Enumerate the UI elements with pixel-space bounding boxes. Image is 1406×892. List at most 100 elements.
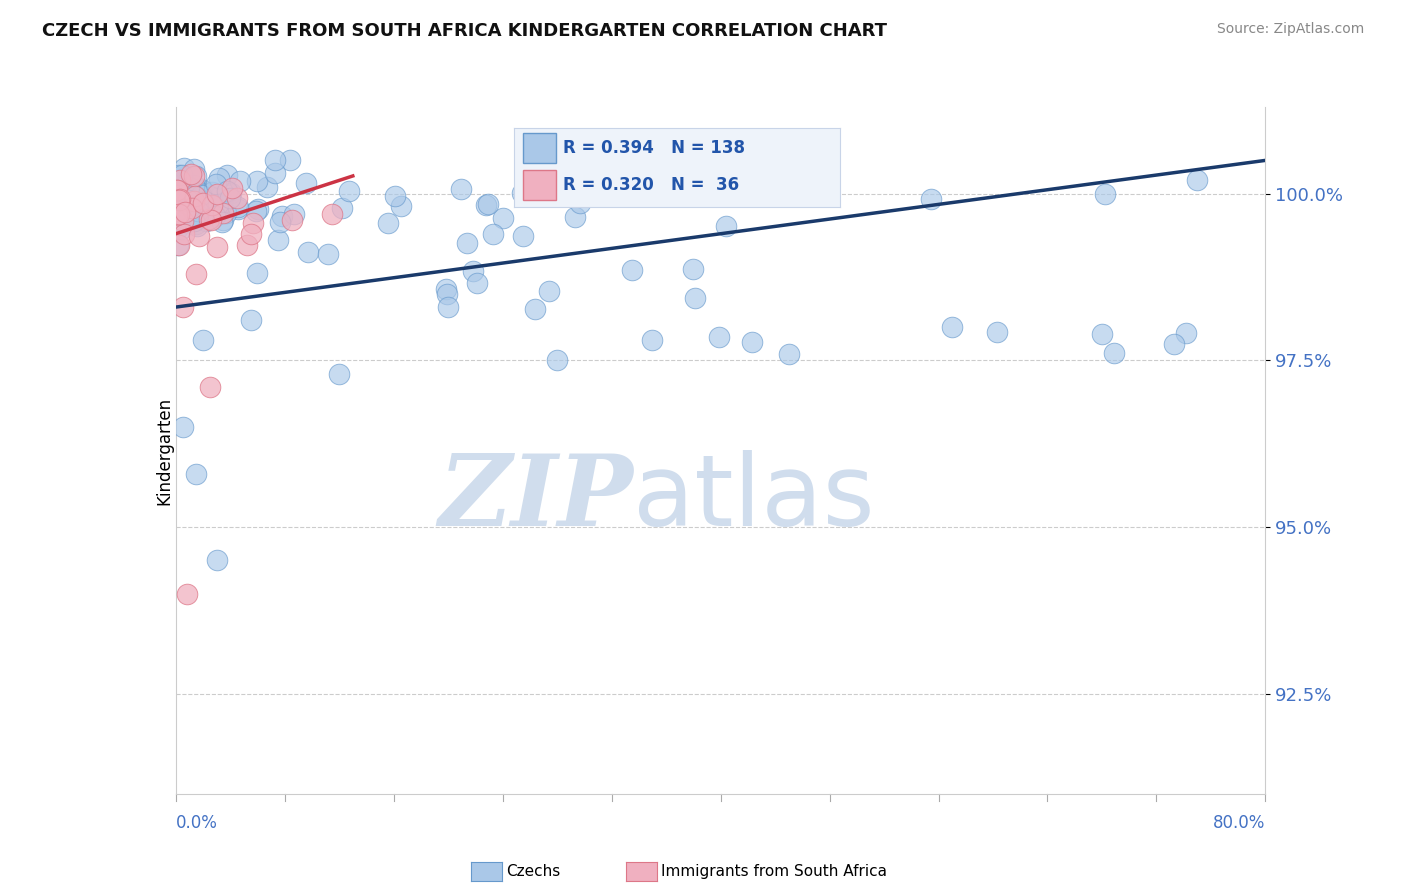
- Point: [190, 197, 212, 211]
- Text: 0.0%: 0.0%: [176, 814, 218, 832]
- Point: [211, 206, 233, 220]
- Text: Czechs: Czechs: [506, 864, 561, 879]
- Point: [523, 301, 546, 316]
- Point: [186, 467, 208, 481]
- Point: [198, 211, 221, 226]
- Point: [183, 213, 205, 227]
- Point: [294, 176, 316, 190]
- Point: [256, 180, 278, 194]
- Point: [316, 247, 339, 261]
- Point: [270, 209, 292, 223]
- Point: [166, 222, 188, 236]
- Point: [166, 204, 188, 219]
- Point: [177, 194, 200, 208]
- Point: [564, 210, 586, 224]
- Point: [1094, 186, 1116, 201]
- Point: [183, 189, 205, 203]
- Point: [187, 187, 209, 202]
- Point: [246, 202, 269, 216]
- Point: [180, 167, 202, 181]
- Point: [169, 192, 191, 206]
- Point: [177, 179, 200, 194]
- Point: [173, 227, 195, 241]
- Point: [1091, 326, 1114, 341]
- Point: [330, 201, 353, 215]
- Point: [492, 211, 515, 225]
- Point: [245, 203, 267, 218]
- Point: [239, 227, 262, 241]
- Point: [641, 334, 664, 348]
- Point: [173, 192, 195, 206]
- Point: [200, 213, 222, 227]
- Point: [450, 182, 472, 196]
- Point: [186, 181, 208, 195]
- Point: [186, 201, 208, 215]
- Point: [172, 202, 194, 217]
- Point: [191, 334, 214, 348]
- Point: [389, 199, 412, 213]
- Point: [177, 202, 200, 217]
- Point: [191, 204, 214, 219]
- Point: [212, 213, 235, 227]
- Point: [201, 186, 224, 200]
- Point: [263, 166, 285, 180]
- Point: [167, 190, 190, 204]
- Point: [221, 180, 243, 194]
- Point: [741, 334, 763, 349]
- Point: [278, 153, 301, 168]
- Point: [186, 217, 208, 231]
- Point: [204, 205, 226, 219]
- Point: [537, 284, 560, 298]
- Point: [173, 199, 195, 213]
- Point: [167, 183, 190, 197]
- Point: [172, 214, 194, 228]
- Point: [167, 168, 190, 182]
- Point: [208, 189, 231, 203]
- Point: [166, 184, 188, 198]
- Point: [170, 222, 193, 236]
- Text: Source: ZipAtlas.com: Source: ZipAtlas.com: [1216, 22, 1364, 37]
- Point: [328, 367, 350, 381]
- Point: [191, 183, 214, 197]
- Point: [1102, 346, 1125, 360]
- Point: [437, 300, 460, 314]
- Point: [166, 208, 188, 222]
- Text: CZECH VS IMMIGRANTS FROM SOUTH AFRICA KINDERGARTEN CORRELATION CHART: CZECH VS IMMIGRANTS FROM SOUTH AFRICA KI…: [42, 22, 887, 40]
- Point: [183, 178, 205, 192]
- Point: [166, 196, 188, 211]
- Point: [481, 227, 503, 241]
- Point: [167, 238, 190, 252]
- Point: [235, 237, 257, 252]
- Point: [180, 186, 202, 200]
- Point: [183, 194, 205, 209]
- Point: [214, 206, 236, 220]
- Point: [169, 193, 191, 207]
- Point: [219, 191, 242, 205]
- Point: [280, 213, 302, 227]
- Point: [465, 276, 488, 290]
- Point: [184, 189, 207, 203]
- Point: [172, 300, 194, 314]
- Point: [920, 192, 942, 206]
- Point: [546, 353, 568, 368]
- Point: [208, 170, 231, 185]
- Point: [434, 282, 457, 296]
- Point: [205, 240, 228, 254]
- Point: [512, 228, 534, 243]
- Point: [184, 169, 207, 183]
- Point: [195, 211, 218, 226]
- Point: [180, 210, 202, 224]
- Point: [186, 267, 208, 281]
- Point: [187, 203, 209, 218]
- Point: [177, 214, 200, 228]
- Point: [714, 219, 737, 233]
- Point: [187, 229, 209, 244]
- Point: [180, 193, 202, 207]
- Point: [228, 200, 250, 214]
- Point: [173, 204, 195, 219]
- Point: [941, 320, 963, 334]
- Point: [205, 553, 228, 567]
- Point: [170, 168, 193, 182]
- Point: [707, 330, 730, 344]
- Point: [267, 233, 290, 247]
